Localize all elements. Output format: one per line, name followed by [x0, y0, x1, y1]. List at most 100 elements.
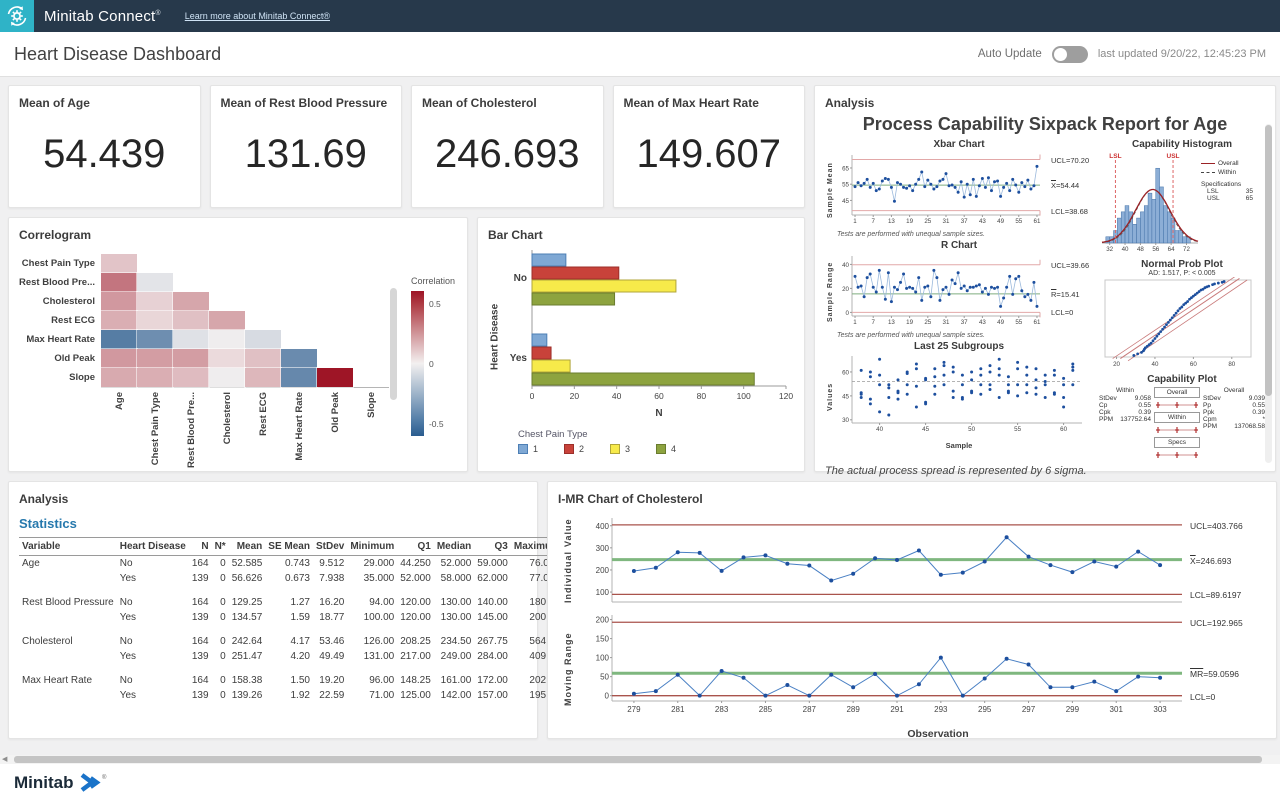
r-ylabel: Sample Range: [827, 261, 834, 322]
heatmap-cell[interactable]: [100, 367, 138, 388]
svg-text:37: 37: [961, 218, 968, 225]
svg-text:USL: USL: [1167, 153, 1180, 160]
heatmap-cell[interactable]: [172, 367, 210, 388]
limit-label: UCL=70.20: [1051, 155, 1090, 165]
sixpack-scrollbar[interactable]: [1265, 124, 1272, 463]
correlogram-scrollbar[interactable]: [389, 288, 397, 400]
heatmap-row: Chest Pain Type: [19, 253, 457, 274]
sixpack-report-title: Process Capability Sixpack Report for Ag…: [862, 114, 1228, 134]
heatmap-cell[interactable]: [100, 329, 138, 350]
limit-label: R=15.41: [1051, 289, 1080, 299]
legend-item[interactable]: 2: [564, 444, 584, 454]
kpi-row: Mean of Age 54.439 Mean of Rest Blood Pr…: [8, 85, 805, 208]
heatmap-cell[interactable]: [136, 291, 174, 312]
heatmap-cell[interactable]: [208, 329, 246, 350]
heatmap-cell[interactable]: [208, 348, 246, 369]
sixpack-footnote: The actual process spread is represented…: [825, 465, 1087, 477]
minitab-connect-logo[interactable]: [0, 0, 34, 32]
svg-text:45: 45: [842, 198, 849, 205]
horizontal-scrollbar[interactable]: ◀: [0, 755, 1280, 764]
svg-text:289: 289: [846, 705, 860, 714]
table-row: Yes 139 0 139.26 1.92 22.59 71.00 125.00 142.00 1…: [119, 690, 560, 701]
heatmap-row-label: Slope: [69, 372, 95, 383]
heatmap-cell[interactable]: [136, 272, 174, 293]
imr-xlabel: Observation: [907, 728, 969, 740]
histogram-legend: Overall Within Specifications LSL 35 USL 6…: [1201, 150, 1257, 259]
heatmap-cell[interactable]: [136, 367, 174, 388]
heatmap-cell[interactable]: [172, 310, 210, 331]
svg-text:49: 49: [997, 319, 1004, 326]
svg-text:80: 80: [697, 391, 707, 401]
bar-chart-ylabel: Heart Disease: [489, 303, 501, 370]
svg-text:43: 43: [979, 319, 986, 326]
heatmap-cell[interactable]: [172, 291, 210, 312]
scroll-left-arrow[interactable]: ◀: [2, 756, 8, 763]
heatmap-cell[interactable]: [100, 291, 138, 312]
heatmap-cell[interactable]: [100, 310, 138, 331]
heatmap-cell[interactable]: [136, 348, 174, 369]
svg-text:40: 40: [842, 262, 849, 269]
heatmap-cell[interactable]: [244, 329, 282, 350]
heatmap-cell[interactable]: [208, 310, 246, 331]
svg-text:19: 19: [906, 218, 913, 225]
kpi-label: Mean of Max Heart Rate: [623, 96, 759, 110]
heatmap-cell[interactable]: [136, 310, 174, 331]
svg-text:64: 64: [1168, 246, 1175, 253]
svg-text:25: 25: [924, 319, 931, 326]
top-navbar: Minitab Connect® Learn more about Minita…: [0, 0, 1280, 32]
svg-text:40: 40: [1122, 246, 1129, 253]
sixpack-scrollbar-thumb[interactable]: [1265, 125, 1272, 397]
individual-ylabel: Individual Value: [563, 518, 574, 603]
heatmap-cell[interactable]: [244, 348, 282, 369]
svg-text:45: 45: [922, 426, 929, 433]
xbar-note: Tests are performed with unequal sample …: [837, 231, 985, 238]
page-title: Heart Disease Dashboard: [14, 43, 222, 64]
xbar-chart: 45 55 65 1 7 13 19 25 31 37 43 49 55 61: [836, 150, 1048, 231]
heatmap-row: Rest Blood Pre...: [19, 272, 457, 293]
heatmap-row-label: Rest Blood Pre...: [19, 277, 96, 288]
legend-item[interactable]: 3: [610, 444, 630, 454]
kpi-label: Mean of Cholesterol: [422, 96, 537, 110]
within-line-swatch: [1201, 172, 1215, 173]
svg-text:13: 13: [888, 218, 895, 225]
svg-text:200: 200: [596, 616, 610, 625]
correlogram-panel: Correlogram Chest Pain Type Rest Blood Pr…: [8, 217, 468, 472]
heatmap-cell[interactable]: [316, 367, 354, 388]
svg-text:60: 60: [842, 369, 849, 376]
heatmap-column-label: Chest Pain Type: [149, 392, 161, 466]
page-header: Heart Disease Dashboard Auto Update last…: [0, 32, 1280, 77]
bar-chart-plot: No Yes 0 20 40 60 80 100 120 N: [502, 246, 794, 427]
auto-update-toggle[interactable]: [1051, 45, 1088, 63]
heatmap-cell[interactable]: [244, 367, 282, 388]
heatmap-cell[interactable]: [172, 348, 210, 369]
capability-stats: Within StDev 9.058 Cp 0.55 Cpk 0.39 PPM 137752.6…: [1099, 387, 1151, 423]
svg-text:61: 61: [1034, 319, 1041, 326]
heatmap-column-label: Rest Blood Pre...: [185, 392, 197, 469]
horizontal-scrollbar-thumb[interactable]: [14, 756, 1262, 763]
heatmap-cell[interactable]: [100, 272, 138, 293]
legend-item[interactable]: 1: [518, 444, 538, 454]
limit-label: X=54.44: [1051, 181, 1080, 191]
dashboard-content: Mean of Age 54.439 Mean of Rest Blood Pr…: [0, 77, 1280, 755]
kpi-value: 246.693: [434, 132, 580, 176]
svg-text:49: 49: [997, 218, 1004, 225]
table-row: Max Heart Rate No 164 0 158.38 1.50 19.20 96.00…: [22, 675, 560, 686]
heatmap-cell[interactable]: [136, 329, 174, 350]
heatmap-cell[interactable]: [280, 367, 318, 388]
cap-box: Specs: [1154, 437, 1200, 448]
svg-text:37: 37: [961, 319, 968, 326]
svg-text:61: 61: [1034, 218, 1041, 225]
heatmap-cell[interactable]: [100, 348, 138, 369]
kpi-card-mean-mhr: Mean of Max Heart Rate 149.607: [612, 85, 805, 208]
heatmap-cell[interactable]: [172, 329, 210, 350]
legend-item[interactable]: 4: [656, 444, 676, 454]
individual-chart: 100 200 300 400: [580, 510, 1186, 611]
heatmap-row-label: Old Peak: [54, 353, 95, 364]
heatmap-cell[interactable]: [208, 367, 246, 388]
svg-text:80: 80: [1228, 361, 1235, 368]
learn-more-link[interactable]: Learn more about Minitab Connect®: [184, 11, 330, 21]
heatmap-cell[interactable]: [280, 348, 318, 369]
heatmap-column-label: Old Peak: [329, 392, 341, 433]
svg-text:40: 40: [612, 391, 622, 401]
heatmap-cell[interactable]: [100, 253, 138, 274]
